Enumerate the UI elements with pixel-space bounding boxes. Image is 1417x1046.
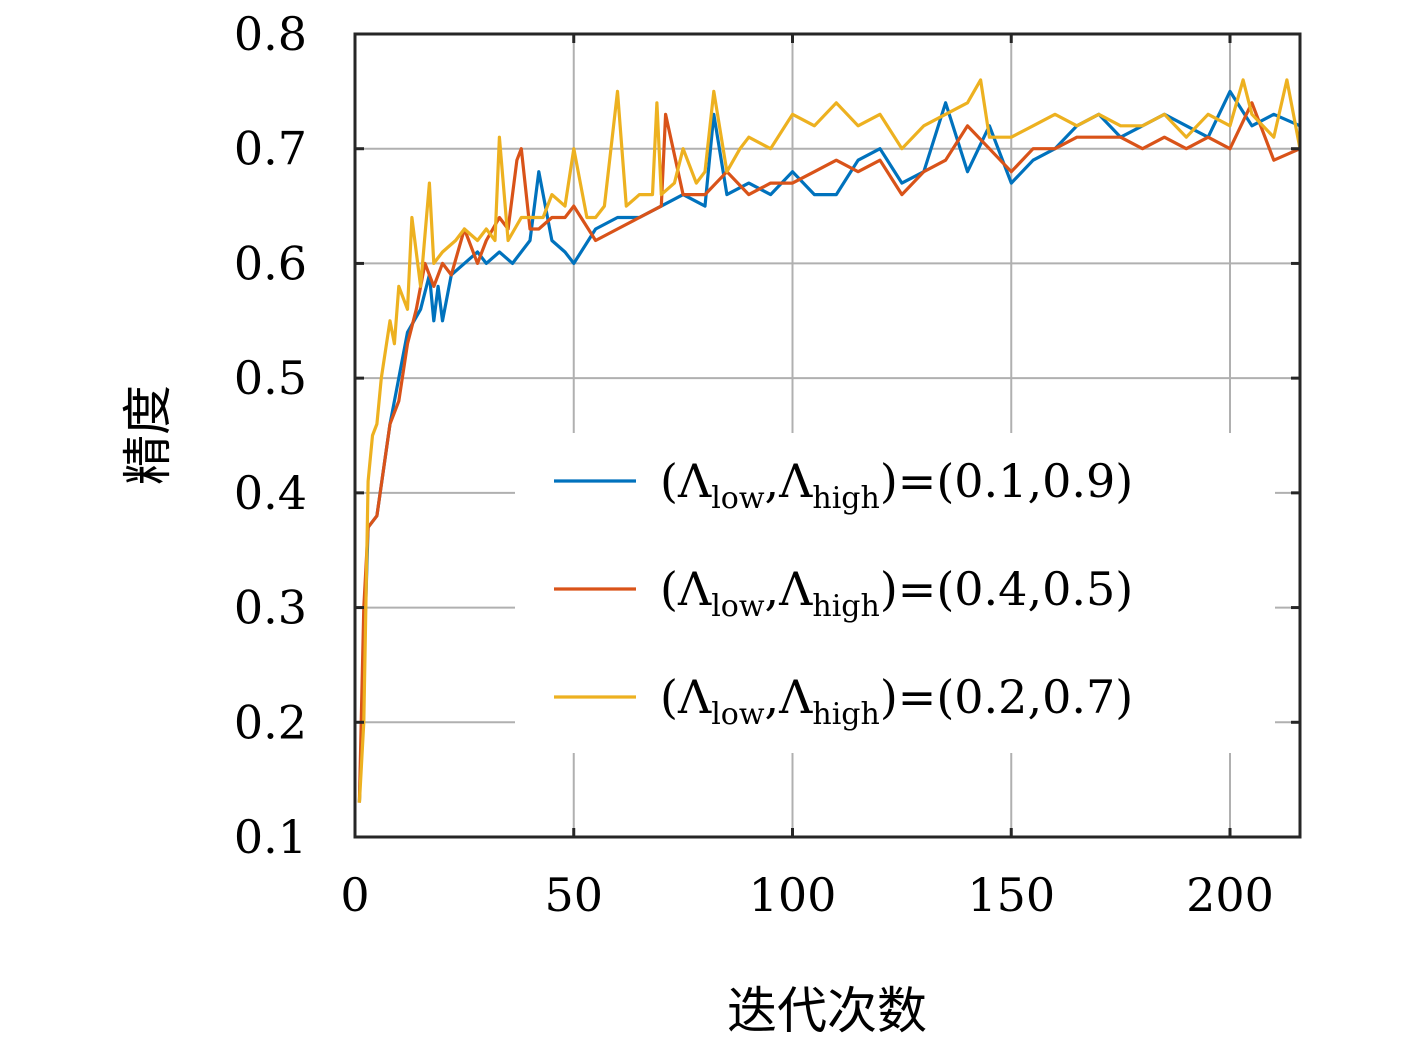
legend-entry-1: (Λlow,Λhigh)=(0.1,0.9) — [660, 454, 1133, 516]
x-tick-label: 200 — [1186, 868, 1274, 922]
y-axis-label: 精度 — [119, 385, 177, 485]
x-tick-label: 50 — [544, 868, 603, 922]
legend: (Λlow,Λhigh)=(0.1,0.9) (Λlow,Λhigh)=(0.4,… — [515, 433, 1275, 753]
series-line-3 — [357, 78, 1302, 803]
y-tick-label: 0.1 — [234, 810, 307, 864]
series-layer — [357, 78, 1302, 803]
y-tick-label: 0.8 — [234, 7, 307, 61]
x-tick-label: 100 — [749, 868, 837, 922]
x-axis-label: 迭代次数 — [727, 982, 927, 1040]
y-tick-label: 0.4 — [234, 466, 307, 520]
legend-entry-3: (Λlow,Λhigh)=(0.2,0.7) — [660, 670, 1133, 732]
y-tick-label: 0.6 — [234, 236, 307, 290]
plot-frame — [353, 32, 1302, 839]
y-tick-label: 0.7 — [234, 122, 307, 176]
y-tick-label: 0.2 — [234, 695, 307, 749]
legend-box — [515, 433, 1275, 753]
y-tick-label: 0.3 — [234, 581, 307, 635]
ticks: 0 50 100 150 200 0.1 0.2 0.3 0.4 0.5 0.6 0.7 0.8 — [234, 7, 1300, 922]
series-line-2 — [357, 101, 1301, 803]
x-tick-label: 0 — [340, 868, 369, 922]
legend-entry-2: (Λlow,Λhigh)=(0.4,0.5) — [660, 562, 1133, 624]
y-tick-label: 0.5 — [234, 351, 307, 405]
x-tick-label: 150 — [967, 868, 1055, 922]
